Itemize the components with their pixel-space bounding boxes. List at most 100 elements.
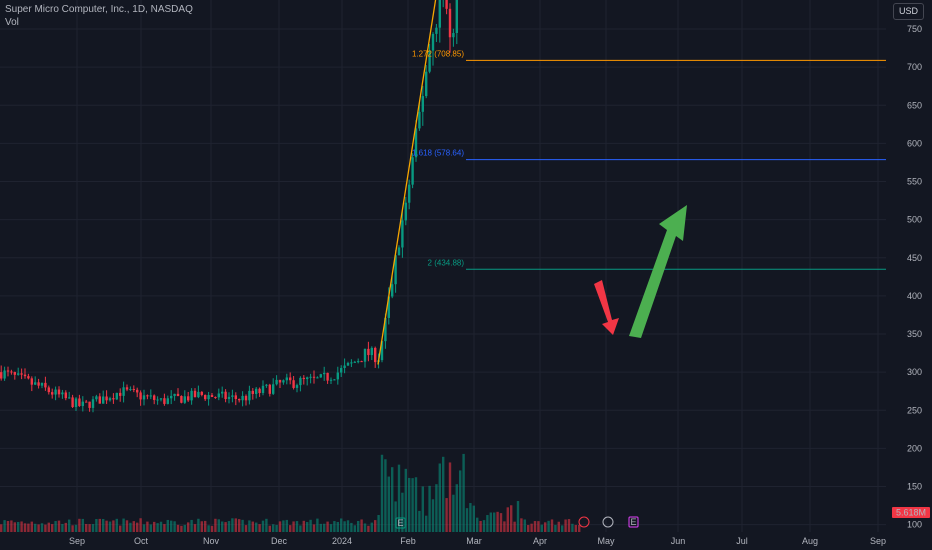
volume-bar — [190, 519, 193, 532]
volume-bar — [401, 492, 404, 532]
candle-body — [299, 377, 302, 386]
volume-bar — [108, 521, 112, 532]
candle-body — [333, 379, 336, 381]
volume-bar — [268, 525, 271, 532]
volume-bar — [346, 520, 350, 532]
volume-bar — [404, 468, 407, 532]
volume-bar — [91, 524, 95, 532]
candle-body — [98, 396, 101, 404]
candle-body — [435, 27, 438, 34]
price-axis[interactable]: 100 150 200 250 300 350 400 450 500 550 600 650 700 7… — [902, 0, 922, 530]
volume-bar — [472, 505, 475, 532]
trend-drawings — [377, 0, 687, 365]
candle-body — [159, 398, 163, 400]
candle-body — [363, 348, 367, 362]
volume-bar — [78, 518, 81, 532]
candle-body — [0, 372, 3, 379]
y-tick-label: 250 — [907, 405, 922, 415]
volume-bar — [486, 515, 489, 532]
y-tick-label: 550 — [907, 177, 922, 187]
currency-button[interactable]: USD — [893, 3, 924, 20]
candle-body — [350, 362, 353, 364]
volume-bar — [299, 525, 302, 532]
x-tick-label: Apr — [533, 536, 547, 546]
volume-bar — [431, 499, 435, 532]
time-axis[interactable]: Sep Oct Nov Dec 2024 Feb Mar Apr May Jun Jul Aug Sep — [69, 536, 886, 546]
candlesticks — [0, 0, 458, 413]
volume-bar — [30, 521, 33, 532]
x-tick-label: Sep — [69, 536, 85, 546]
volume-bar — [414, 477, 418, 532]
volume-bar — [455, 484, 458, 532]
y-tick-label: 200 — [907, 443, 922, 453]
candle-body — [6, 370, 10, 372]
volume-bar — [85, 523, 88, 532]
candle-body — [414, 128, 418, 158]
candle-body — [10, 371, 13, 373]
volume-bar — [292, 521, 295, 532]
candle-body — [258, 388, 261, 394]
candle-body — [397, 247, 401, 256]
volume-bar — [370, 522, 373, 532]
volume-bar — [302, 520, 305, 532]
volume-bar — [57, 520, 61, 532]
candle-body — [261, 385, 265, 394]
volume-bar — [47, 522, 50, 532]
earnings-icon — [395, 517, 406, 529]
candle-body — [119, 392, 122, 396]
volume-bar — [241, 519, 244, 532]
volume-bar — [384, 459, 387, 532]
candle-body — [244, 395, 248, 401]
volume-bar — [465, 508, 469, 532]
candle-body — [166, 398, 169, 404]
candle-body — [34, 382, 37, 385]
volume-bar — [68, 519, 71, 532]
volume-bar — [224, 522, 227, 532]
volume-bar — [503, 521, 506, 532]
volume-bar — [156, 523, 159, 532]
volume-bar — [377, 515, 380, 532]
candle-body — [238, 399, 241, 401]
volume-bar — [550, 519, 554, 532]
y-tick-label: 650 — [907, 100, 922, 110]
candle-body — [190, 390, 193, 401]
volume-bar — [275, 525, 278, 532]
volume-bar — [3, 520, 6, 532]
y-tick-label: 150 — [907, 482, 922, 492]
volume-bar — [527, 525, 530, 532]
x-tick-label: May — [597, 536, 615, 546]
volume-bar — [98, 518, 101, 532]
candle-body — [61, 392, 64, 395]
volume-bar — [170, 520, 173, 532]
candle-body — [340, 368, 343, 373]
volume-bar — [74, 524, 78, 532]
volume-bar — [312, 524, 316, 532]
volume-bar — [285, 519, 288, 532]
volume-bar — [506, 507, 509, 532]
candle-body — [136, 389, 139, 393]
volume-bar — [496, 511, 499, 532]
volume-bar — [530, 523, 533, 532]
volume-bar — [81, 518, 84, 532]
event-icon — [602, 516, 614, 528]
volume-bar — [112, 520, 115, 532]
volume-bar — [122, 518, 125, 532]
candle-body — [40, 382, 44, 386]
volume-bar — [350, 522, 353, 532]
volume-bar — [105, 520, 108, 532]
y-tick-label: 450 — [907, 253, 922, 263]
volume-bar — [411, 478, 414, 532]
volume-bar — [51, 524, 54, 532]
candle-body — [234, 395, 237, 400]
candle-body — [13, 372, 16, 375]
x-tick-label: Mar — [466, 536, 482, 546]
y-tick-label: 400 — [907, 291, 922, 301]
x-tick-label: Dec — [271, 536, 288, 546]
volume-bar — [476, 517, 479, 532]
volume-bar — [493, 512, 496, 532]
volume-bar — [64, 522, 67, 532]
candle-body — [17, 373, 20, 375]
candle-body — [204, 394, 207, 400]
volume-bar — [554, 524, 557, 532]
